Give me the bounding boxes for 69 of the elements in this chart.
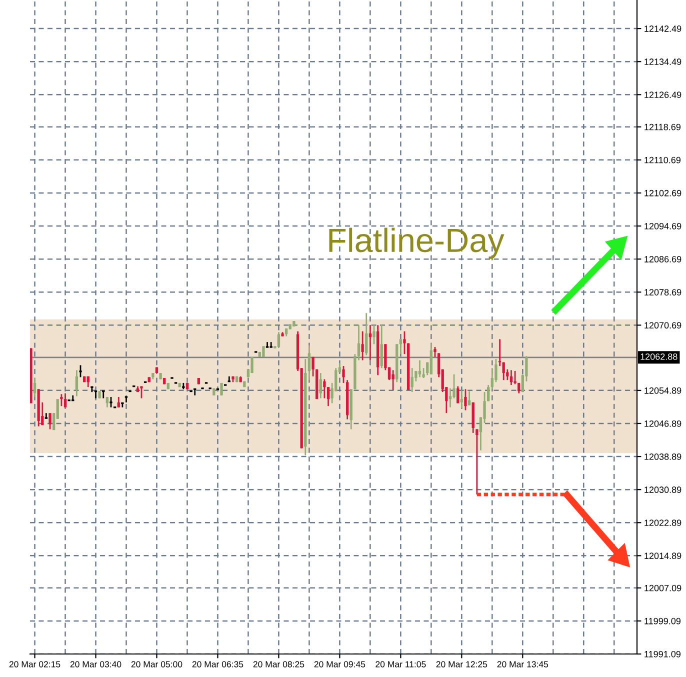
candlestick xyxy=(403,330,406,355)
x-tick-label: 20 Mar 08:25 xyxy=(253,661,304,668)
candlestick xyxy=(326,386,330,407)
candlestick xyxy=(410,367,414,393)
x-tick-label: 20 Mar 05:00 xyxy=(131,661,182,668)
annotation: Flatline-Day xyxy=(329,228,504,259)
candlestick xyxy=(380,324,383,369)
candlestick xyxy=(502,362,505,381)
candlestick xyxy=(430,342,433,375)
x-tick-label: 20 Mar 03:40 xyxy=(70,661,122,668)
y-tick-label: 12054.89 xyxy=(644,387,682,394)
candlestick xyxy=(418,360,422,378)
candlestick xyxy=(220,382,223,396)
candlestick xyxy=(365,312,368,356)
y-tick-label: 11999.09 xyxy=(644,618,681,624)
candlestick xyxy=(498,338,502,367)
candlestick xyxy=(308,344,311,381)
x-tick-label: 20 Mar 11:05 xyxy=(376,661,426,668)
candlestick xyxy=(312,356,314,378)
candlestick xyxy=(124,396,128,404)
y-tick-label: 12110.69 xyxy=(644,156,681,164)
y-tick-label: 12134.49 xyxy=(644,58,682,65)
y-tick-label: 12046.89 xyxy=(644,420,682,427)
y-tick-label: 12142.49 xyxy=(644,26,682,32)
candlestick xyxy=(64,392,67,408)
candlestick xyxy=(476,428,478,496)
candlestick xyxy=(277,331,280,348)
y-tick-label: 12038.89 xyxy=(644,454,682,460)
candlestick xyxy=(323,378,326,399)
x-tick-label: 20 Mar 09:45 xyxy=(314,661,366,668)
y-tick-label: 12078.69 xyxy=(644,289,682,296)
candlestick xyxy=(468,390,471,406)
x-tick-label: 20 Mar 06:35 xyxy=(192,661,244,668)
candlestick xyxy=(60,393,63,407)
x-tick-label: 20 Mar 12:25 xyxy=(436,661,488,668)
y-tick-label: 12102.69 xyxy=(644,190,682,196)
y-tick-label: 12030.89 xyxy=(644,486,682,493)
candlestick xyxy=(48,412,52,430)
candlestick xyxy=(392,369,394,391)
candlestick xyxy=(448,388,452,408)
candlestick xyxy=(460,390,463,409)
y-tick-label: 12014.89 xyxy=(644,552,682,560)
candlestick xyxy=(262,345,265,358)
candlestick xyxy=(117,396,120,408)
candlestick xyxy=(342,365,345,384)
candlestick xyxy=(75,369,78,397)
candlestick xyxy=(319,372,322,399)
y-tick-label: 12094.69 xyxy=(644,222,682,230)
x-tick-label: 20 Mar 02:15 xyxy=(9,661,60,668)
ref-line-label: 12062.88 xyxy=(640,353,678,360)
y-tick-label: 11991.09 xyxy=(644,650,681,658)
candlestick xyxy=(372,324,376,345)
candlestick xyxy=(514,370,516,385)
x-tick-label: 20 Mar 13:45 xyxy=(497,661,548,668)
candlestick xyxy=(434,346,436,358)
candlestick xyxy=(33,377,36,398)
candlestick xyxy=(487,384,490,402)
y-tick-label: 12007.09 xyxy=(644,584,682,592)
y-tick-label: 12086.69 xyxy=(644,256,682,262)
candlestick xyxy=(464,388,467,411)
y-tick-label: 12022.89 xyxy=(644,520,682,526)
candlestick xyxy=(106,396,109,408)
candlestick xyxy=(361,330,364,361)
y-tick-label: 12118.69 xyxy=(644,124,681,130)
candlestick xyxy=(490,367,494,390)
candlestick xyxy=(456,386,460,404)
candlestick xyxy=(399,338,402,355)
y-tick-label: 12126.49 xyxy=(644,92,682,98)
y-tick-label: 12070.69 xyxy=(644,322,682,329)
